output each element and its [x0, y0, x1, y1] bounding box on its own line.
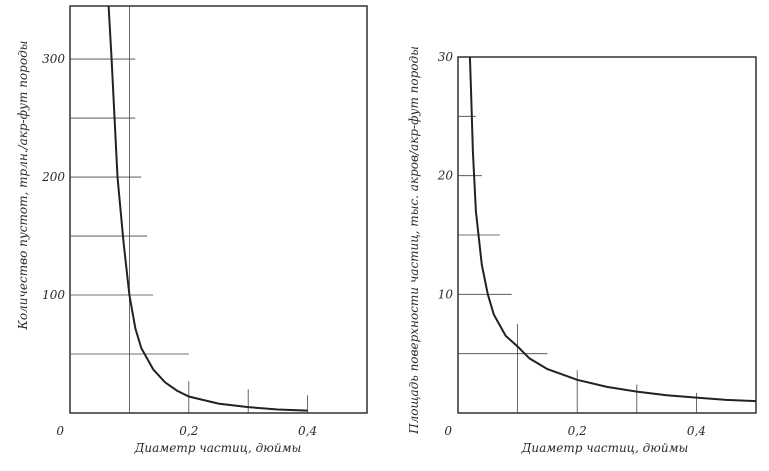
y-tick-label: 100 — [42, 288, 65, 302]
x-tick-label: 0 — [444, 424, 452, 438]
y-axis-label: Количество пустот, трлн./акр-фут породы — [16, 41, 30, 331]
chart-void-count: 100 200 300 0 0,2 0,4 Количество пустот, трл… — [16, 5, 368, 455]
curve-line — [107, 5, 308, 412]
y-tick-labels: 100 200 300 — [41, 52, 65, 302]
x-tick-label: 0,4 — [687, 424, 706, 438]
y-tick-label: 200 — [41, 170, 65, 184]
y-tick-labels: 10 20 30 — [437, 50, 454, 301]
x-tick-labels: 0 0,2 0,4 — [444, 424, 706, 438]
x-axis-label: Диаметр частиц, дюймы — [134, 441, 302, 455]
y-axis-label: Площадь поверхности частиц, тыс. акров/а… — [407, 46, 421, 435]
curve-line — [468, 56, 757, 403]
gridlines — [458, 115, 697, 413]
x-axis-label: Диаметр частиц, дюймы — [521, 441, 689, 455]
x-tick-label: 0,2 — [179, 424, 198, 438]
x-tick-label: 0 — [56, 424, 64, 438]
y-tick-label: 20 — [437, 169, 454, 183]
x-tick-labels: 0 0,2 0,4 — [56, 424, 317, 438]
x-tick-label: 0,4 — [298, 424, 317, 438]
plot-frame — [457, 56, 757, 414]
y-tick-label: 10 — [438, 287, 454, 301]
y-tick-label: 300 — [42, 52, 65, 66]
chart-surface-area: 10 20 30 0 0,2 0,4 Площадь поверхности части… — [407, 46, 757, 455]
gridlines — [70, 6, 309, 413]
y-tick-label: 30 — [438, 50, 454, 64]
plot-frame — [69, 5, 368, 414]
x-tick-label: 0,2 — [568, 424, 587, 438]
